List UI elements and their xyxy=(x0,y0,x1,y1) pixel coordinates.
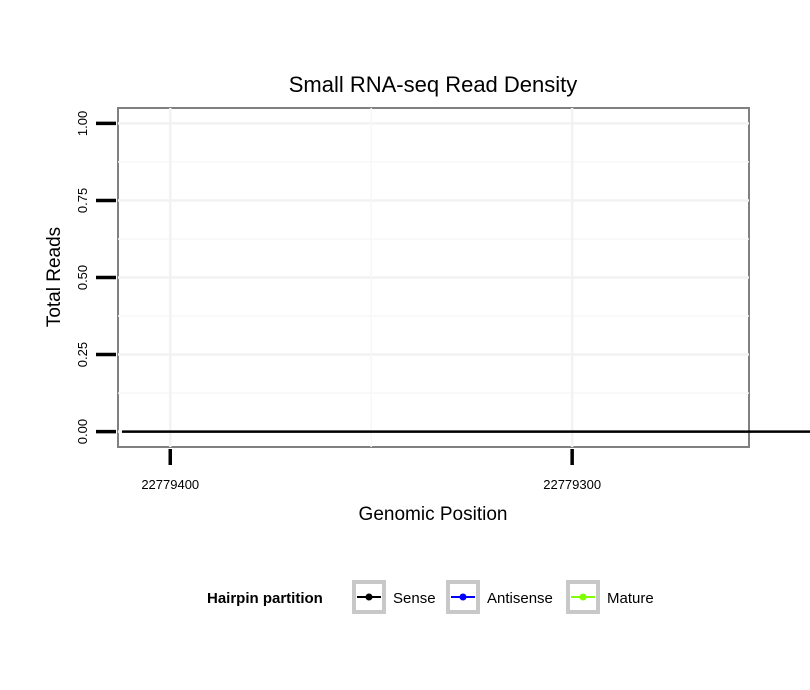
legend: Hairpin partition Sense Antisense Mature xyxy=(207,580,654,614)
legend-item-antisense: Antisense xyxy=(446,580,553,614)
y-axis-title: Total Reads xyxy=(44,227,65,327)
y-tick-label-2: 0.50 xyxy=(75,265,90,290)
legend-dot-sense xyxy=(365,593,373,601)
legend-label-antisense: Antisense xyxy=(487,590,553,607)
legend-label-sense: Sense xyxy=(393,590,436,607)
legend-title: Hairpin partition xyxy=(207,590,323,607)
legend-item-mature: Mature xyxy=(566,580,654,614)
legend-dot-mature xyxy=(579,593,587,601)
x-tick-label-1: 22779300 xyxy=(543,477,601,492)
legend-dot-antisense xyxy=(459,593,467,601)
y-tick-label-1: 0.25 xyxy=(75,342,90,367)
chart-title: Small RNA-seq Read Density xyxy=(289,72,578,97)
y-tick-label-0: 0.00 xyxy=(75,419,90,444)
x-tick-label-0: 22779400 xyxy=(141,477,199,492)
y-tick-label-3: 0.75 xyxy=(75,188,90,213)
axes: 0.000.250.500.751.0022779400227793002277… xyxy=(75,111,601,492)
x-axis-title: Genomic Position xyxy=(359,504,508,525)
legend-item-sense: Sense xyxy=(352,580,436,614)
legend-label-mature: Mature xyxy=(607,590,654,607)
y-tick-label-4: 1.00 xyxy=(75,111,90,136)
